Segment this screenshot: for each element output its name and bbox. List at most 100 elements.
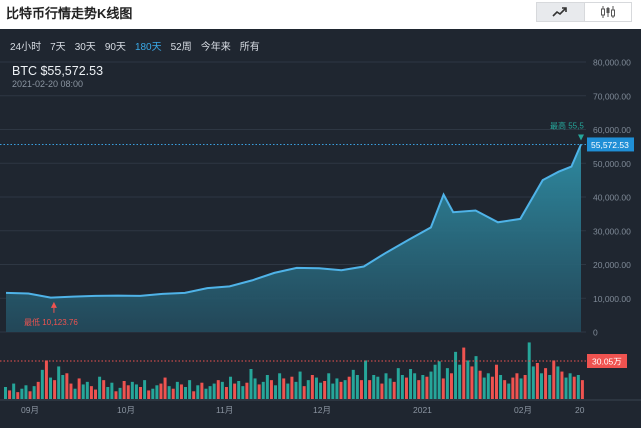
volume-bar <box>368 380 372 399</box>
volume-bar <box>364 360 368 399</box>
volume-bar <box>224 387 228 399</box>
volume-tag: 30.05万 <box>592 357 622 367</box>
range-tab-30d[interactable]: 30天 <box>74 42 96 53</box>
volume-bar <box>531 366 535 399</box>
volume-bar <box>572 376 576 399</box>
volume-bar <box>474 356 478 399</box>
chart-type-toggle <box>536 2 632 22</box>
volume-bar <box>241 386 245 399</box>
volume-bar <box>552 360 556 399</box>
range-tab-ytd[interactable]: 今年来 <box>200 42 231 53</box>
x-tick-label: 09月 <box>21 405 39 415</box>
volume-bar <box>556 366 560 399</box>
volume-bar <box>89 386 93 399</box>
range-tab-all[interactable]: 所有 <box>239 42 260 53</box>
volume-bar <box>32 386 36 399</box>
range-tab-52w[interactable]: 52周 <box>170 42 192 53</box>
high-marker-arrow <box>578 134 584 141</box>
volume-bar <box>351 369 355 399</box>
volume-bar <box>290 376 294 399</box>
volume-bar <box>98 376 102 399</box>
range-tab-180d[interactable]: 180天 <box>134 42 162 53</box>
volume-bar <box>229 376 233 399</box>
range-tab-7d[interactable]: 7天 <box>50 42 66 53</box>
volume-bar <box>372 375 376 399</box>
volume-bar <box>261 381 265 399</box>
volume-bar <box>523 375 527 399</box>
volume-bar <box>188 380 192 399</box>
price-area <box>6 144 581 332</box>
volume-bar <box>192 391 196 399</box>
volume-tag-box <box>587 354 627 368</box>
volume-bar <box>417 380 421 399</box>
volume-bar <box>28 391 32 399</box>
volume-bar <box>380 383 384 399</box>
volume-bar <box>306 380 310 399</box>
btc-chart[interactable]: 80,000.00 70,000.00 60,000.00 50,000.00 40,0… <box>0 29 641 428</box>
price-readout: BTC $55,572.53 <box>12 64 104 78</box>
volume-bar <box>159 383 163 399</box>
volume-bar <box>413 373 417 399</box>
volume-bar <box>118 387 122 399</box>
volume-bar <box>265 375 269 399</box>
volume-bar <box>204 388 208 399</box>
x-tick-label: 02月 <box>514 405 532 415</box>
volume-bar <box>327 373 331 399</box>
high-marker-label: 最高 55,5 <box>550 120 584 130</box>
range-tab-90d[interactable]: 90天 <box>104 42 126 53</box>
volume-bar <box>237 381 241 399</box>
volume-bar <box>179 384 183 399</box>
volume-bar <box>163 377 167 399</box>
candlestick-chart-button[interactable] <box>585 3 632 21</box>
volume-bar <box>507 383 511 399</box>
volume-bar <box>85 381 89 399</box>
volume-bar <box>310 375 314 399</box>
volume-bar <box>130 381 134 399</box>
volume-bar <box>196 385 200 399</box>
volume-bar <box>73 388 77 399</box>
volume-bar <box>580 380 584 399</box>
volume-bar <box>208 386 212 399</box>
volume-bar <box>441 378 445 399</box>
volume-bar <box>539 373 543 399</box>
volume-bar <box>298 371 302 399</box>
volume-bar <box>249 369 253 399</box>
volume-bar <box>175 381 179 399</box>
current-price-tag: 55,572.53 <box>591 140 629 150</box>
volume-bar <box>151 388 155 399</box>
volume-bar <box>433 364 437 399</box>
volume-bar <box>12 383 16 399</box>
volume-bar <box>376 376 380 399</box>
volume-bar <box>319 382 323 399</box>
volume-bar <box>53 380 57 399</box>
volume-bar <box>110 382 114 399</box>
volume-bar <box>69 383 73 399</box>
volume-bar <box>335 378 339 399</box>
volume-bar <box>343 380 347 399</box>
volume-bar <box>449 373 453 399</box>
line-chart-icon <box>552 7 568 17</box>
line-chart-button[interactable] <box>537 3 585 21</box>
volume-bar <box>458 364 462 399</box>
volume-bar <box>359 380 363 399</box>
volume-bar <box>139 387 143 399</box>
y-tick-label: 0 <box>593 328 598 338</box>
y-tick-label: 20,000.00 <box>593 260 631 270</box>
y-tick-label: 10,000.00 <box>593 294 631 304</box>
volume-bar <box>94 389 97 399</box>
volume-bar <box>400 375 404 399</box>
volume-bar <box>462 347 466 399</box>
volume-bar <box>57 366 61 399</box>
volume-bar <box>466 360 470 399</box>
volume-bar <box>490 376 494 399</box>
price-line <box>5 144 582 299</box>
volume-bar <box>200 382 204 399</box>
range-tab-24h[interactable]: 24小时 <box>10 42 42 53</box>
volume-bar <box>454 351 458 399</box>
volume-bar <box>253 378 257 399</box>
page-title: 比特币行情走势K线图 <box>6 6 133 21</box>
volume-bar <box>339 381 343 399</box>
volume-bar <box>478 370 482 399</box>
volume-bar <box>212 383 216 399</box>
price-plot: 80,000.00 70,000.00 60,000.00 50,000.00 40,0… <box>0 58 641 415</box>
